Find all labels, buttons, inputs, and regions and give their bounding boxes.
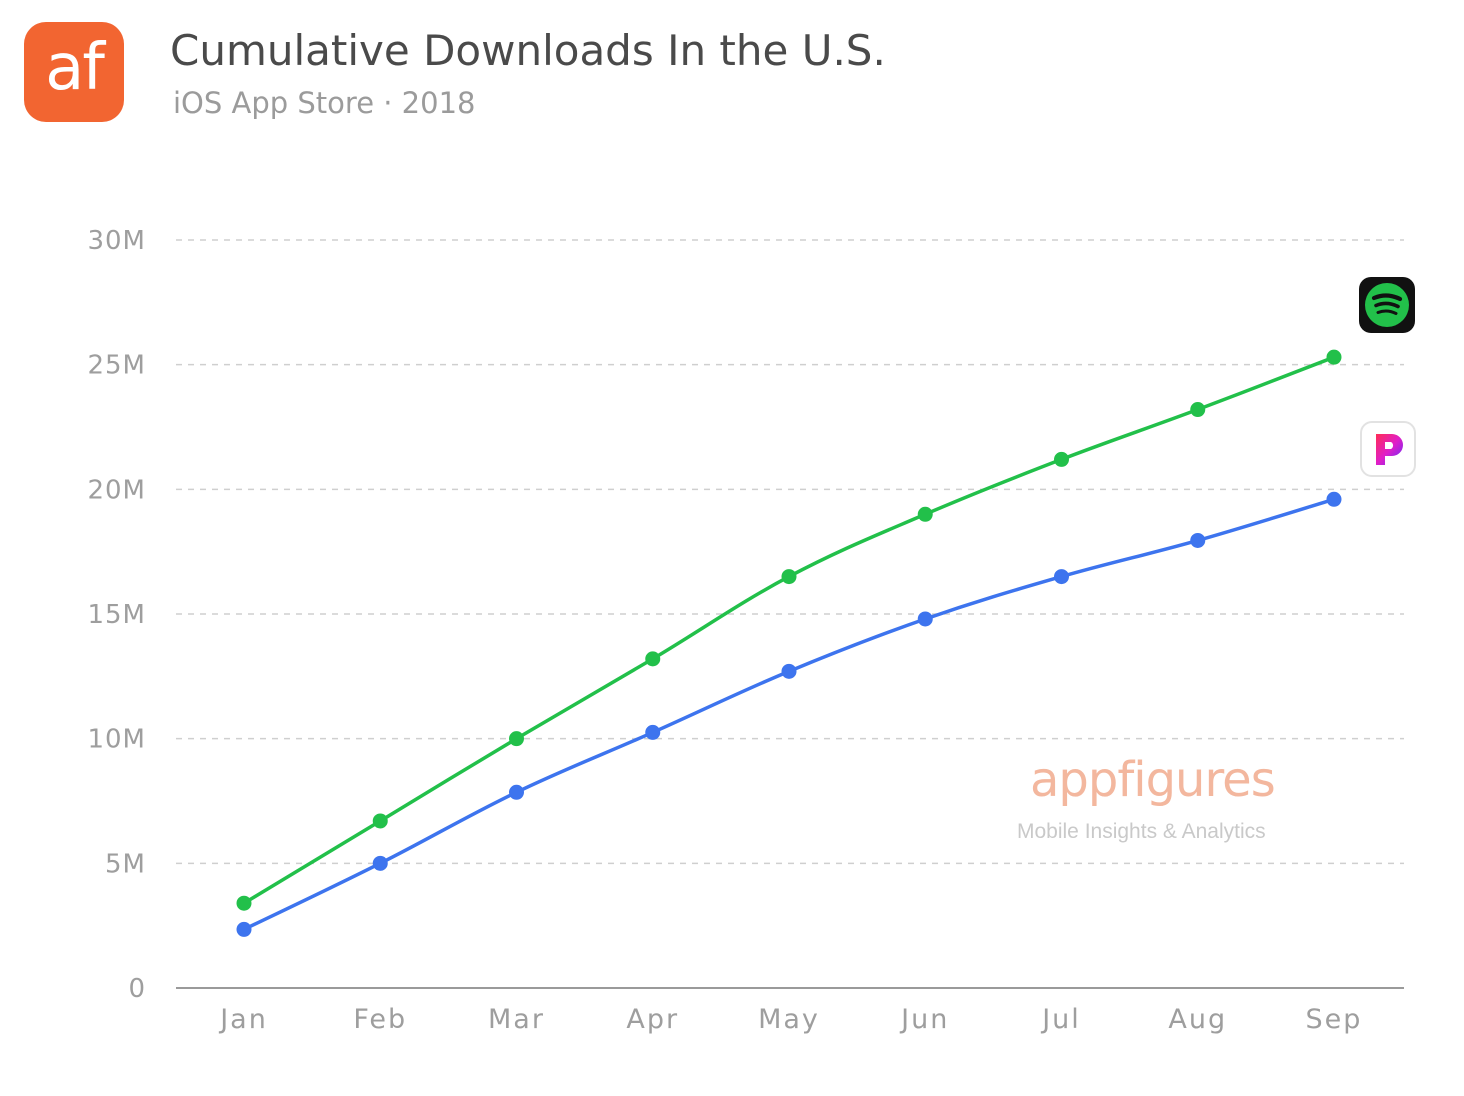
appfigures-logo: af xyxy=(24,22,124,122)
spotify-data-point xyxy=(509,731,524,747)
y-tick-label: 10M xyxy=(87,725,146,755)
gridlines xyxy=(176,239,1404,989)
spotify-data-point xyxy=(917,506,933,522)
logo-text: af xyxy=(45,31,105,105)
x-tick-label: Jan xyxy=(218,1004,268,1035)
y-tick-label: 20M xyxy=(87,475,146,505)
spotify-data-point xyxy=(1326,349,1342,365)
x-axis-ticks: Jan Feb Mar Apr May Jun Jul Aug Sep xyxy=(218,1004,1363,1035)
spotify-data-point xyxy=(372,813,388,829)
y-tick-label: 30M xyxy=(87,226,146,256)
x-tick-label: Apr xyxy=(626,1004,679,1035)
pandora-data-point xyxy=(372,855,388,871)
x-tick-label: Jun xyxy=(899,1004,949,1035)
pandora-data-point xyxy=(1326,491,1342,507)
pandora-data-point xyxy=(645,724,661,740)
watermark-brand: appfigures xyxy=(1030,752,1276,808)
watermark-tagline: Mobile Insights & Analytics xyxy=(1017,820,1266,843)
pandora-data-point xyxy=(236,921,252,937)
x-tick-label: Sep xyxy=(1306,1004,1363,1035)
y-axis-ticks: 0 5M 10M 15M 20M 25M 30M xyxy=(87,226,146,1004)
chart-subtitle: iOS App Store · 2018 xyxy=(173,86,476,120)
pandora-data-point xyxy=(781,663,797,679)
pandora-data-point xyxy=(1190,532,1206,548)
y-tick-label: 15M xyxy=(87,600,146,630)
spotify-icon xyxy=(1359,277,1415,333)
pandora-icon xyxy=(1360,421,1416,477)
x-tick-label: Mar xyxy=(488,1004,545,1035)
y-tick-label: 0 xyxy=(128,974,146,1004)
pandora-data-point xyxy=(1054,569,1069,585)
series-points xyxy=(236,349,1342,937)
spotify-data-point xyxy=(1054,451,1069,467)
pandora-data-point xyxy=(509,784,524,800)
spotify-data-point xyxy=(781,569,797,585)
x-tick-label: Feb xyxy=(353,1004,407,1035)
pandora-data-point xyxy=(917,611,933,627)
spotify-data-point xyxy=(1190,402,1206,418)
pandora-series-line xyxy=(242,497,1336,932)
y-tick-label: 25M xyxy=(87,351,146,381)
spotify-data-point xyxy=(236,895,252,911)
x-tick-label: Aug xyxy=(1168,1004,1227,1035)
spotify-data-point xyxy=(645,651,661,667)
x-tick-label: May xyxy=(758,1004,820,1035)
y-tick-label: 5M xyxy=(105,849,146,879)
x-tick-label: Jul xyxy=(1040,1004,1081,1035)
chart-title: Cumulative Downloads In the U.S. xyxy=(170,26,886,75)
